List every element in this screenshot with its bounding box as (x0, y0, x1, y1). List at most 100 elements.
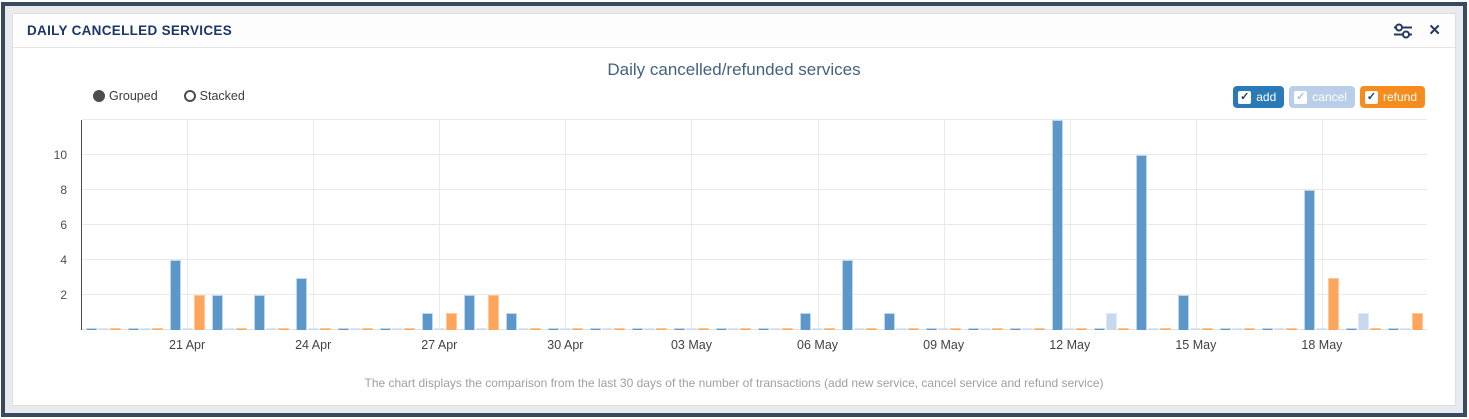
bar-refund[interactable] (950, 328, 962, 330)
bar-cancel[interactable] (391, 328, 403, 330)
bar-cancel[interactable] (139, 328, 151, 330)
bar-add[interactable] (1052, 120, 1064, 330)
bar-add[interactable] (1094, 328, 1106, 330)
bar-cancel[interactable] (643, 328, 655, 330)
bar-add[interactable] (547, 328, 559, 330)
bar-add[interactable] (1304, 190, 1316, 330)
bar-add[interactable] (253, 295, 265, 330)
bar-add[interactable] (589, 328, 601, 330)
bar-add[interactable] (968, 328, 980, 330)
bar-add[interactable] (1220, 328, 1232, 330)
bar-refund[interactable] (403, 328, 415, 330)
bar-cancel[interactable] (770, 328, 781, 330)
bar-refund[interactable] (782, 328, 793, 330)
bar-cancel[interactable] (475, 328, 487, 330)
bar-cancel[interactable] (349, 328, 361, 330)
bar-refund[interactable] (1160, 328, 1172, 330)
bar-refund[interactable] (529, 328, 541, 330)
bar-refund[interactable] (1328, 277, 1340, 330)
bar-refund[interactable] (487, 295, 499, 330)
bar-refund[interactable] (1286, 328, 1298, 330)
bar-cancel[interactable] (601, 328, 613, 330)
bar-add[interactable] (169, 260, 181, 330)
legend-cancel-button[interactable]: ✓ cancel (1289, 86, 1355, 108)
bar-refund[interactable] (109, 328, 121, 330)
sliders-icon[interactable] (1392, 22, 1414, 40)
bar-add[interactable] (758, 328, 769, 330)
bar-add[interactable] (926, 328, 938, 330)
bar-refund[interactable] (739, 328, 751, 330)
bar-refund[interactable] (1034, 328, 1046, 330)
bar-refund[interactable] (1412, 312, 1424, 330)
bar-refund[interactable] (655, 328, 667, 330)
bar-cancel[interactable] (97, 328, 109, 330)
radio-grouped[interactable]: Grouped (93, 89, 158, 103)
bar-refund[interactable] (866, 328, 878, 330)
legend-add-button[interactable]: ✓ add (1233, 86, 1285, 108)
bar-add[interactable] (463, 295, 475, 330)
bar-add[interactable] (884, 312, 896, 330)
bar-refund[interactable] (151, 328, 163, 330)
bar-cancel[interactable] (1064, 328, 1076, 330)
bar-cancel[interactable] (433, 328, 445, 330)
bar-cancel[interactable] (307, 328, 319, 330)
bar-add[interactable] (1262, 328, 1274, 330)
bar-add[interactable] (1010, 328, 1022, 330)
bar-add[interactable] (505, 312, 517, 330)
bar-cancel[interactable] (980, 328, 992, 330)
bar-add[interactable] (800, 312, 812, 330)
bar-add[interactable] (127, 328, 139, 330)
bar-refund[interactable] (697, 328, 709, 330)
bar-add[interactable] (85, 328, 97, 330)
bar-add[interactable] (1346, 328, 1358, 330)
bar-cancel[interactable] (727, 328, 739, 330)
bar-refund[interactable] (1244, 328, 1256, 330)
bar-add[interactable] (1388, 328, 1400, 330)
bar-cancel[interactable] (559, 328, 571, 330)
bar-refund[interactable] (277, 328, 289, 330)
bar-refund[interactable] (361, 328, 373, 330)
bar-cancel[interactable] (1190, 328, 1202, 330)
bar-refund[interactable] (1370, 328, 1382, 330)
bar-refund[interactable] (1202, 328, 1214, 330)
bar-refund[interactable] (571, 328, 583, 330)
bar-cancel[interactable] (938, 328, 950, 330)
bar-refund[interactable] (235, 328, 247, 330)
bar-refund[interactable] (1118, 328, 1130, 330)
bar-cancel[interactable] (854, 328, 866, 330)
bar-add[interactable] (337, 328, 349, 330)
bar-cancel[interactable] (1400, 328, 1412, 330)
bar-refund[interactable] (1076, 328, 1088, 330)
bar-refund[interactable] (992, 328, 1004, 330)
bar-cancel[interactable] (1274, 328, 1286, 330)
radio-stacked[interactable]: Stacked (183, 89, 245, 103)
bar-add[interactable] (631, 328, 643, 330)
bar-add[interactable] (379, 328, 391, 330)
legend-refund-button[interactable]: ✓ refund (1359, 86, 1425, 108)
bar-cancel[interactable] (812, 328, 824, 330)
bar-add[interactable] (1136, 155, 1148, 330)
bar-refund[interactable] (613, 328, 625, 330)
bar-add[interactable] (842, 260, 854, 330)
bar-add[interactable] (211, 295, 223, 330)
bar-cancel[interactable] (1148, 328, 1160, 330)
bar-add[interactable] (673, 328, 685, 330)
bar-cancel[interactable] (1358, 312, 1370, 330)
bar-cancel[interactable] (685, 328, 697, 330)
bar-cancel[interactable] (1022, 328, 1034, 330)
bar-refund[interactable] (445, 312, 457, 330)
bar-cancel[interactable] (517, 328, 529, 330)
close-icon[interactable]: ✕ (1428, 22, 1441, 39)
bar-add[interactable] (295, 277, 307, 330)
bar-refund[interactable] (824, 328, 836, 330)
bar-add[interactable] (421, 312, 433, 330)
bar-cancel[interactable] (181, 328, 193, 330)
bar-add[interactable] (715, 328, 727, 330)
bar-refund[interactable] (908, 328, 920, 330)
bar-cancel[interactable] (223, 328, 235, 330)
bar-refund[interactable] (193, 295, 205, 330)
bar-cancel[interactable] (1106, 312, 1118, 330)
bar-cancel[interactable] (265, 328, 277, 330)
bar-add[interactable] (1178, 295, 1190, 330)
bar-cancel[interactable] (1232, 328, 1244, 330)
